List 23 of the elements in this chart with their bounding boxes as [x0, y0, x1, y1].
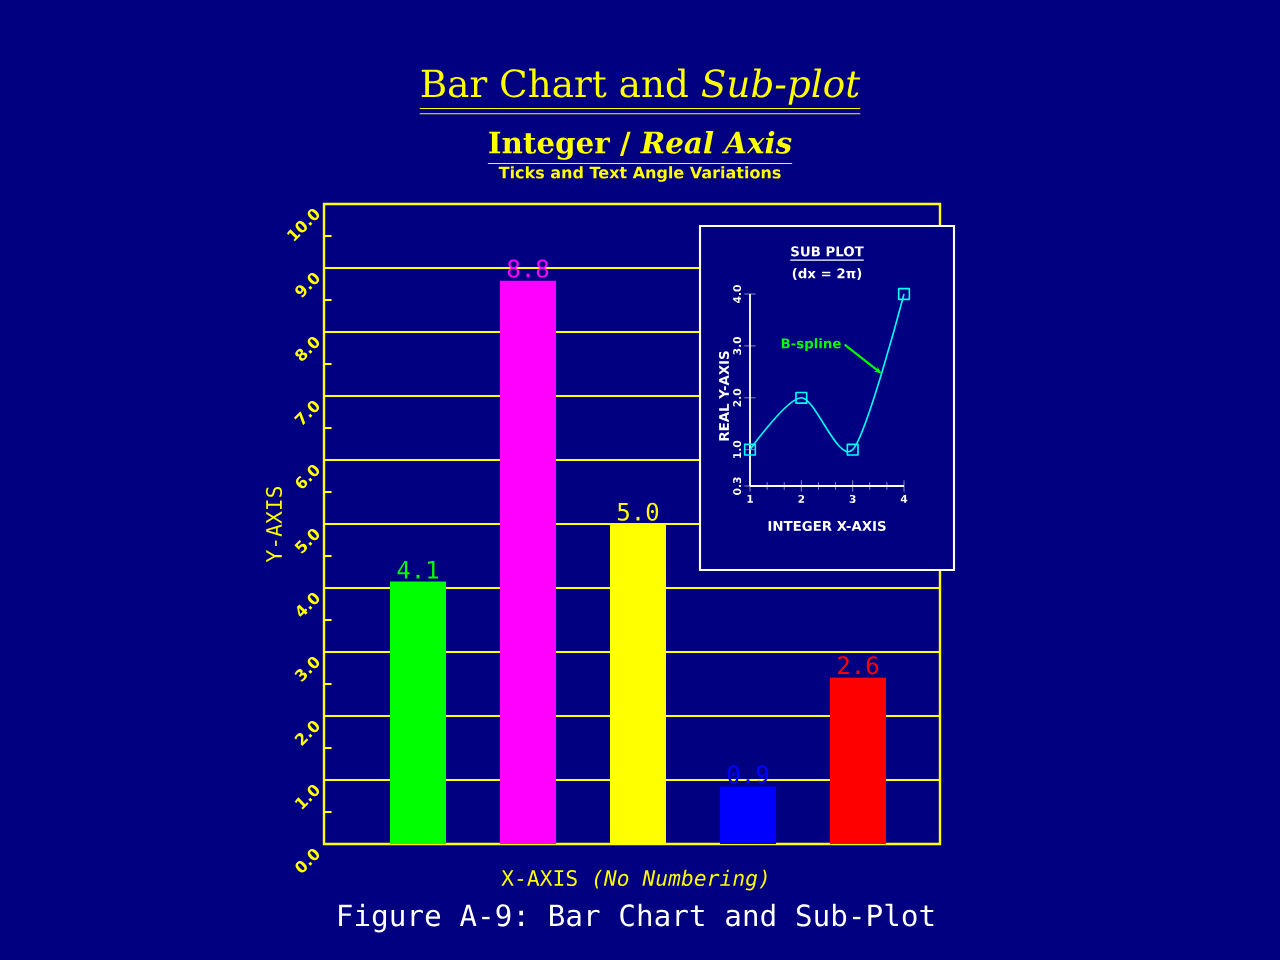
y-tick-label: 1.0 — [294, 784, 320, 810]
y-tick-label: 4.0 — [296, 592, 320, 617]
data-label: 4.1 — [397, 560, 439, 579]
y-tick-label: 8.0 — [295, 336, 320, 361]
y-tick-label: 6.0 — [295, 464, 320, 489]
point — [795, 391, 808, 404]
y-tick-label: 0.0 — [295, 848, 320, 873]
point — [846, 443, 859, 456]
text: Ticks and Text Angle Variations — [498, 166, 781, 182]
data-label: 5.0 — [618, 502, 659, 521]
y-tick-label: 3.0 — [294, 656, 320, 682]
point — [743, 443, 757, 456]
chart-title: Bar Chart and Sub-plot — [421, 68, 861, 105]
x-axis-title: X-AXIS (No Numbering) — [501, 869, 767, 891]
y-tick-label: 2.0 — [294, 720, 320, 746]
point — [897, 287, 911, 301]
y-tick-label: 9.0 — [295, 272, 320, 298]
text: Figure A-9: Bar Chart and Sub-Plot — [339, 903, 934, 933]
chart-subtitle: Integer / Real Axis — [489, 130, 792, 160]
y-axis-title: Y-AXIS — [265, 486, 283, 563]
y-tick-label: 5.0 — [294, 528, 320, 554]
y-tick-label: 7.0 — [293, 400, 320, 426]
data-label: 2.6 — [838, 656, 879, 675]
